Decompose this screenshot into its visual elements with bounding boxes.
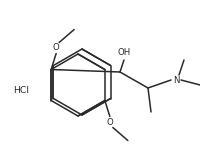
Text: O: O bbox=[53, 43, 59, 52]
Text: OH: OH bbox=[117, 47, 130, 57]
Text: N: N bbox=[172, 76, 178, 85]
Text: HCl: HCl bbox=[13, 86, 29, 95]
Text: O: O bbox=[106, 118, 113, 127]
